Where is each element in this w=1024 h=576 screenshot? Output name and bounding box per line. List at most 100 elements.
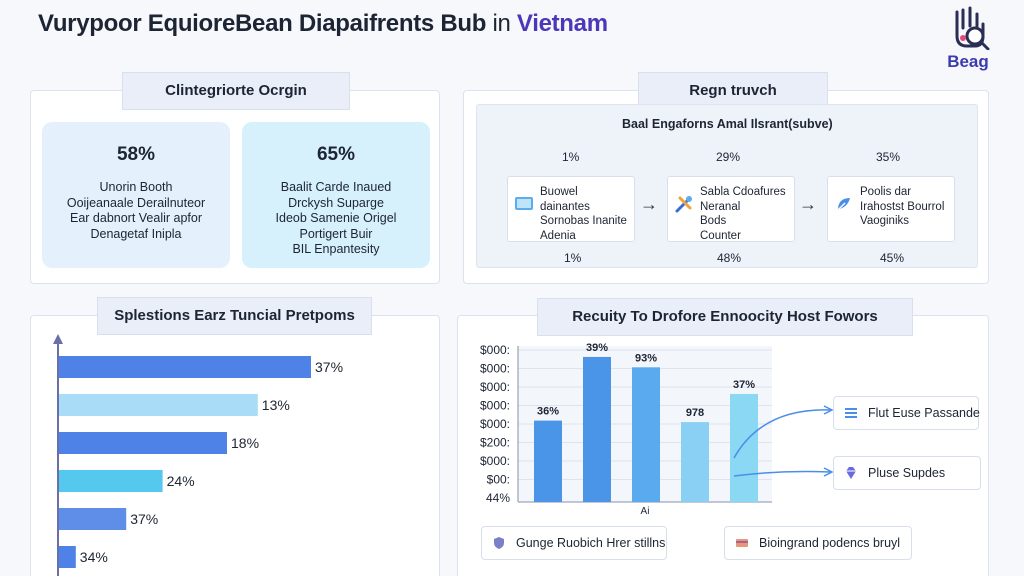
list-icon (845, 408, 857, 418)
region-box-line: Buowel dainantes (540, 186, 590, 213)
region-box-3: Poolis dar Irahostst Bourrol Vaoginiks (827, 176, 955, 242)
origin-card-pct: 65% (316, 144, 356, 165)
tunnel-bar-label: 37% (130, 511, 158, 527)
recruity-y-tick: $000: (480, 454, 510, 468)
origin-card-2: 65% Baalit Carde Inaued Drckysh Suparge … (242, 122, 430, 268)
origin-card-line: Denagetaf Inipla (90, 226, 182, 241)
region-box-line: Sornobas Inanite (540, 215, 627, 227)
region-box-1: Buowel dainantes Sornobas Inanite Adenia (507, 176, 635, 242)
origin-panel-title: Clintegriorte Ocrgin (122, 72, 350, 110)
title-in: in (492, 10, 511, 37)
origin-card-line: Ooijeanaale Derailnuteor (66, 195, 206, 210)
footer-label: Gunge Ruobich Hrer stillns (516, 536, 666, 550)
leaf-icon (837, 198, 850, 211)
tunnel-panel-title: Splestions Earz Tuncial Pretpoms (97, 297, 372, 335)
origin-card-pct: 58% (116, 144, 156, 165)
footer-item-1: Gunge Ruobich Hrer stillns (481, 526, 667, 560)
connector-line (733, 470, 831, 477)
tunnel-bar-label: 18% (231, 435, 259, 451)
logo-text: Beag (947, 52, 989, 71)
region-box-line: Neranal (700, 200, 741, 213)
tunnel-bar-label: 24% (167, 473, 195, 489)
origin-card-line: BIL Enpantesity (292, 242, 380, 256)
region-box-line: Irahostst Bourrol (860, 200, 945, 213)
tunnel-bar-label: 37% (315, 359, 343, 375)
region-panel-title: Regn truvch (638, 72, 828, 110)
region-bottom-pct: 48% (717, 251, 742, 265)
origin-card-line: Baalit Carde Inaued (280, 180, 392, 194)
region-bottom-pct: 1% (564, 251, 582, 265)
tools-icon (675, 196, 692, 213)
origin-card-line: Portigert Buir (299, 226, 373, 241)
recruity-bar (583, 356, 611, 502)
legend-label: Pluse Supdes (868, 466, 946, 480)
tunnel-bar (59, 508, 127, 530)
tunnel-bar (59, 546, 76, 568)
recruity-panel-title: Recuity To Drofore Ennoocity Host Fowors (537, 298, 913, 336)
shield-icon (494, 537, 504, 549)
connector-arrow-icon (823, 467, 834, 477)
tunnel-bar (59, 394, 258, 416)
legend-item-2: Pluse Supdes (833, 456, 981, 490)
recruity-bar-label: 39% (586, 342, 608, 354)
legend-label: Flut Euse Passande (868, 406, 980, 420)
region-box-line: Counter (700, 229, 741, 242)
connector-line (733, 409, 831, 459)
recruity-y-tick: $000: (480, 417, 510, 431)
region-top-pct: 1% (562, 150, 580, 164)
tunnel-bar-label: 34% (80, 549, 108, 565)
recruity-y-tick: $00: (487, 473, 510, 487)
recruity-y-tick: $000: (480, 380, 510, 394)
recruity-y-tick: $000: (480, 399, 510, 413)
recruity-bar (730, 393, 758, 502)
region-top-pct: 29% (716, 150, 741, 164)
arrow-right-icon: → (640, 194, 658, 214)
recruity-x-label: Ai (641, 506, 650, 517)
recruity-bar (534, 420, 562, 502)
origin-card-line: Unorin Booth (99, 180, 173, 194)
region-bottom-pct: 45% (880, 251, 905, 265)
legend-item-1: Flut Euse Passande (833, 396, 980, 430)
region-box-line: Sabla Cdoafures (700, 186, 786, 198)
footer-item-2: Bioingrand podencs bruyl (724, 526, 912, 560)
card-icon (736, 539, 748, 547)
recruity-y-tick: $000: (480, 362, 510, 376)
recruity-y-tick: $000: (480, 343, 510, 357)
region-box-line: Bods (700, 215, 727, 227)
tunnel-bar-label: 13% (262, 397, 290, 413)
origin-card-line: Ear dabnort Vealir apfor (69, 211, 203, 225)
tunnel-chart: 37% 13% 18% 24% 37% 34% (53, 334, 343, 576)
region-box-line: Poolis dar (860, 186, 912, 198)
page-title: Vurypoor EquioreBean Diapaifrents Bub in… (38, 10, 608, 38)
axis-arrow-icon (53, 334, 63, 344)
recruity-bar-label: 978 (686, 407, 704, 419)
title-main: Vurypoor EquioreBean Diapaifrents Bub (38, 10, 487, 37)
origin-card-line: Drckysh Suparge (288, 195, 384, 210)
region-subtitle: Baal Engaforns Amal Ilsrant(subve) (622, 117, 833, 131)
recruity-chart: $000: $000: $000: $000: $000: $200: $000: $00: 4… (480, 342, 834, 517)
region-top-pct: 35% (876, 150, 901, 164)
logo: Beag (940, 6, 996, 74)
laptop-icon (515, 197, 533, 210)
tunnel-bar (59, 356, 311, 378)
connector-arrow-icon (823, 405, 834, 415)
recruity-y-tick: 44% (486, 491, 510, 505)
logo-icon (955, 6, 990, 50)
tunnel-bar (59, 432, 227, 454)
gem-icon (846, 467, 856, 479)
region-box-line: Adenia (540, 229, 576, 242)
recruity-y-tick: $200: (480, 436, 510, 450)
recruity-bar-label: 93% (635, 352, 657, 364)
region-box-line: Vaoginiks (860, 215, 910, 227)
recruity-bar-label: 37% (733, 379, 755, 391)
recruity-bar (681, 422, 709, 502)
recruity-bar (632, 367, 660, 502)
origin-card-1: 58% Unorin Booth Ooijeanaale Derailnuteo… (42, 122, 230, 268)
title-accent: Vietnam (516, 10, 608, 37)
tunnel-bar (59, 470, 163, 492)
arrow-right-icon: → (799, 194, 817, 214)
region-box-2: Sabla Cdoafures Neranal Bods Counter (667, 176, 795, 242)
origin-card-line: Ideob Samenie Origel (275, 211, 397, 225)
recruity-bar-label: 36% (537, 406, 559, 418)
footer-label: Bioingrand podencs bruyl (759, 536, 901, 550)
